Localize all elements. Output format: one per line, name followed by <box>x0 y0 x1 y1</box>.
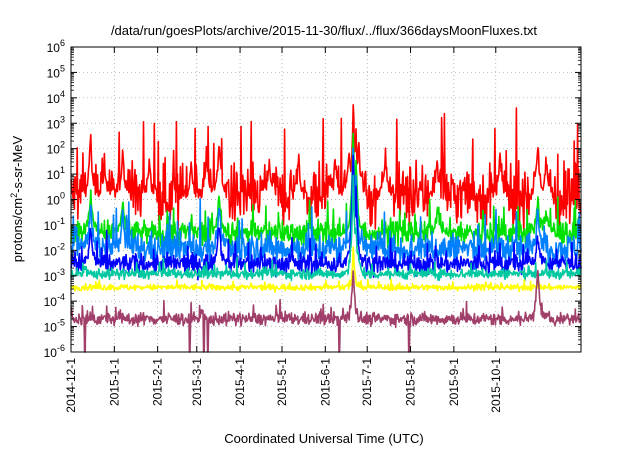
y-tick-label-exp: -2 <box>57 241 65 251</box>
y-tick-label: 102 <box>47 140 65 157</box>
chart-title: /data/run/goesPlots/archive/2015-11-30/f… <box>111 23 537 38</box>
y-tick-label-base: 10 <box>47 41 61 55</box>
y-tick-label-base: 10 <box>47 143 61 157</box>
y-tick-label-base: 10 <box>47 66 61 80</box>
x-tick-label: 2015-2-1 <box>151 358 165 406</box>
x-tick-label: 2015-9-1 <box>447 358 461 406</box>
y-tick-label-exp: 5 <box>60 63 65 73</box>
y-tick-label-exp: -5 <box>57 318 65 328</box>
x-tick-label: 2015-4-1 <box>233 358 247 406</box>
y-tick-label-exp: 2 <box>60 140 65 150</box>
y-tick-label-base: 10 <box>47 92 61 106</box>
x-tick-label: 2014-12-1 <box>64 358 78 413</box>
y-tick-label-base: 10 <box>47 168 61 182</box>
series-line-5 <box>70 174 582 282</box>
x-tick-label: 2015-5-1 <box>275 358 289 406</box>
series-line-6 <box>70 246 582 293</box>
y-tick-label: 100 <box>47 191 65 208</box>
x-tick-label: 2015-6-1 <box>318 358 332 406</box>
y-tick-label: 10-1 <box>44 216 65 233</box>
y-tick-label-base: 10 <box>47 117 61 131</box>
y-tick-label: 101 <box>47 165 65 182</box>
x-tick-label: 2015-3-1 <box>190 358 204 406</box>
y-tick-label-base: 10 <box>47 194 61 208</box>
y-tick-label: 10-2 <box>44 241 65 258</box>
y-tick-label: 10-5 <box>44 318 65 335</box>
y-axis-label-rest: -s-sr-MeV <box>10 135 25 192</box>
x-axis-label: Coordinated Universal Time (UTC) <box>224 431 423 446</box>
y-tick-label-exp: -1 <box>57 216 65 226</box>
y-tick-label-exp: -6 <box>57 343 65 353</box>
y-tick-label: 10-6 <box>44 343 65 360</box>
y-tick-label-exp: -3 <box>57 267 65 277</box>
series-line-3 <box>70 147 582 271</box>
series-line-7 <box>70 269 582 353</box>
y-tick-label: 105 <box>47 63 65 80</box>
y-tick-label: 10-3 <box>44 267 65 284</box>
y-axis-label: protons/cm2-s-sr-MeV <box>9 135 25 262</box>
y-tick-label-exp: 1 <box>60 165 65 175</box>
plot-series <box>70 104 582 353</box>
y-tick-label-exp: 0 <box>60 191 65 201</box>
series-line-1 <box>70 104 582 236</box>
y-tick-label-exp: 3 <box>60 114 65 124</box>
x-tick-label: 2015-8-1 <box>404 358 418 406</box>
x-tick-label: 2015-7-1 <box>360 358 374 406</box>
y-tick-label-base: 10 <box>44 321 58 335</box>
y-axis-label-sup: 2 <box>9 193 19 198</box>
y-tick-label: 106 <box>47 38 65 55</box>
y-tick-label-base: 10 <box>44 219 58 233</box>
x-tick-label: 2015-1-1 <box>107 358 121 406</box>
y-tick-label: 103 <box>47 114 65 131</box>
y-tick-label-exp: 6 <box>60 38 65 48</box>
x-axis-ticks: 2014-12-1 2015-1-1 2015-2-1 2015-3-1 2015-4-… <box>64 47 503 413</box>
y-tick-label-base: 10 <box>44 244 58 258</box>
y-tick-label: 104 <box>47 89 65 106</box>
y-axis-label-base: protons/cm <box>10 198 25 262</box>
y-tick-label-base: 10 <box>44 346 58 360</box>
y-tick-label-base: 10 <box>44 295 58 309</box>
y-tick-label-exp: 4 <box>60 89 65 99</box>
y-tick-label: 10-4 <box>44 292 65 309</box>
y-tick-label-exp: -4 <box>57 292 65 302</box>
series-line-4 <box>70 154 582 281</box>
x-tick-label: 2015-10-1 <box>489 358 503 413</box>
y-tick-label-base: 10 <box>44 270 58 284</box>
